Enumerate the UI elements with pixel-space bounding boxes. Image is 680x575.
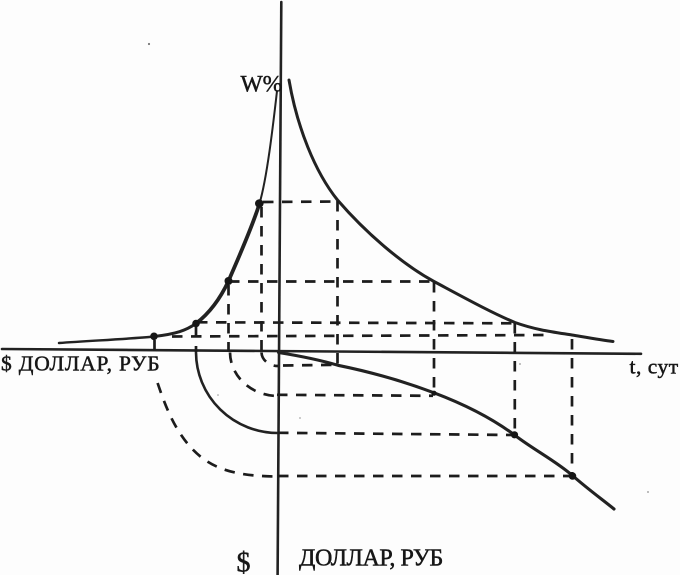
svg-text:ДОЛЛАР, РУБ: ДОЛЛАР, РУБ [299,546,443,572]
svg-text:t, сут: t, сут [630,355,679,379]
svg-text:$: $ [237,548,251,575]
svg-text:W%: W% [241,72,283,98]
svg-text:$ ДОЛЛАР, РУБ: $ ДОЛЛАР, РУБ [1,352,160,376]
